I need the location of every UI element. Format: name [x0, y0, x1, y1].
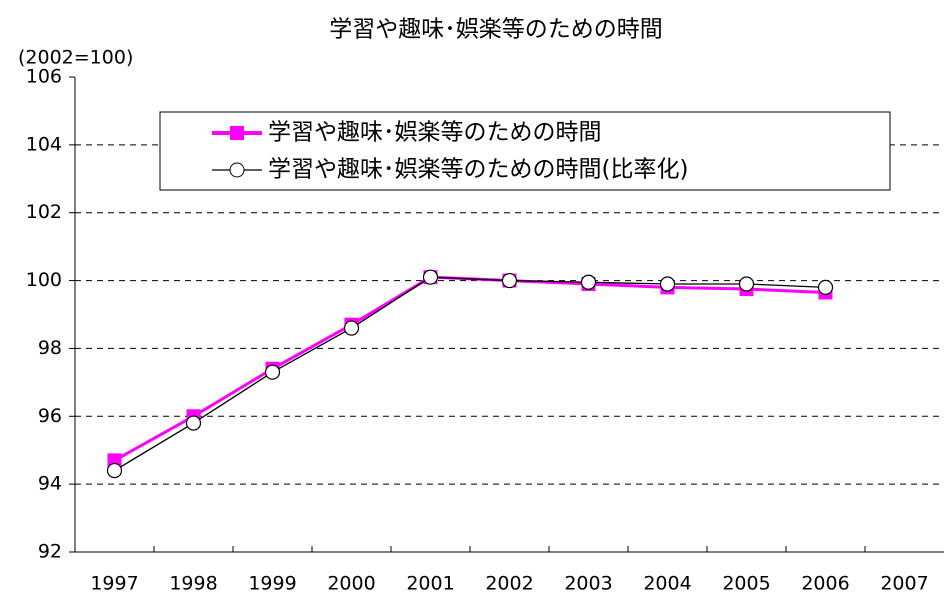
y-tick-label: 94 [38, 473, 62, 495]
legend-box [159, 111, 891, 191]
x-tick-label: 1999 [248, 573, 296, 595]
marker [817, 279, 834, 295]
x-tick-label: 2004 [643, 573, 691, 595]
marker [185, 415, 202, 431]
x-tick-label: 2007 [880, 573, 928, 595]
series-line [114, 276, 826, 472]
y-tick-label: 98 [38, 337, 62, 359]
x-tick-label: 1998 [169, 573, 217, 595]
x-tick-label: 2005 [722, 573, 770, 595]
legend-marker [229, 162, 245, 178]
legend-text: 学習や趣味･娯楽等のための時間 [268, 120, 602, 146]
marker [659, 276, 676, 292]
y-tick-label: 96 [38, 405, 62, 427]
marker [343, 320, 360, 336]
y-tick-label: 100 [26, 269, 62, 291]
chart-title: 学習や趣味･娯楽等のための時間 [329, 17, 663, 43]
marker [264, 364, 281, 380]
x-tick-label: 2002 [485, 573, 533, 595]
y-tick-label: 92 [38, 541, 62, 563]
marker [422, 269, 439, 285]
y-tick-label: 102 [26, 201, 62, 223]
y-tick-label: 106 [26, 66, 62, 88]
marker [580, 274, 597, 290]
y-tick-label: 104 [26, 133, 62, 155]
marker [106, 462, 123, 479]
y-unit-label: (2002=100) [18, 47, 133, 69]
x-tick-label: 2001 [406, 573, 454, 595]
marker [501, 272, 518, 289]
legend-text: 学習や趣味･娯楽等のための時間(比率化) [268, 157, 688, 183]
x-tick-label: 1997 [90, 573, 138, 595]
x-tick-label: 2006 [801, 573, 849, 595]
legend-marker [230, 126, 244, 140]
x-tick-label: 2000 [327, 573, 375, 595]
marker [738, 276, 755, 292]
x-tick-label: 2003 [564, 573, 612, 595]
series-line [113, 275, 826, 462]
